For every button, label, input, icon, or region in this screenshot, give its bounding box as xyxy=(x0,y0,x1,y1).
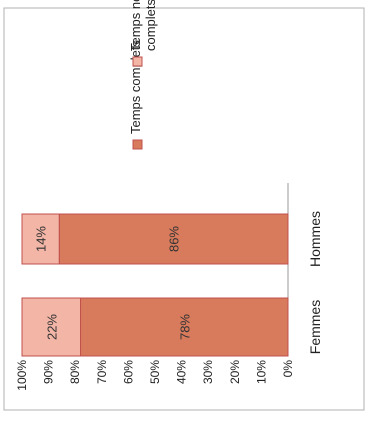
y-tick-label: 100% xyxy=(15,360,29,391)
y-tick-label: 0% xyxy=(281,360,295,378)
y-tick-label: 90% xyxy=(42,360,56,384)
category-label: Hommes xyxy=(307,211,323,267)
legend-label: Temps noncomplets xyxy=(128,0,158,51)
category-label: Femmes xyxy=(307,300,323,354)
bar-segment xyxy=(21,213,60,265)
y-tick-label: 60% xyxy=(121,360,135,384)
y-tick-label: 10% xyxy=(254,360,268,384)
y-tick-label: 50% xyxy=(148,360,162,384)
data-label: 78% xyxy=(177,314,192,340)
chart-frame-border xyxy=(3,7,365,411)
legend-label-line: complets xyxy=(143,0,158,51)
legend-label: Temps complets xyxy=(128,40,143,134)
y-tick-label: 20% xyxy=(228,360,242,384)
bar-segment xyxy=(58,213,289,265)
y-tick-label: 80% xyxy=(68,360,82,384)
y-tick-label: 40% xyxy=(175,360,189,384)
y-tick-label: 30% xyxy=(201,360,215,384)
legend-swatch xyxy=(132,139,143,150)
legend-swatch xyxy=(132,56,143,67)
data-label: 22% xyxy=(44,314,59,340)
legend-label-line: Temps non xyxy=(128,0,143,51)
bar-segment xyxy=(21,297,82,357)
y-tick-label: 70% xyxy=(95,360,109,384)
data-label: 86% xyxy=(167,226,182,252)
data-label: 14% xyxy=(34,226,49,252)
